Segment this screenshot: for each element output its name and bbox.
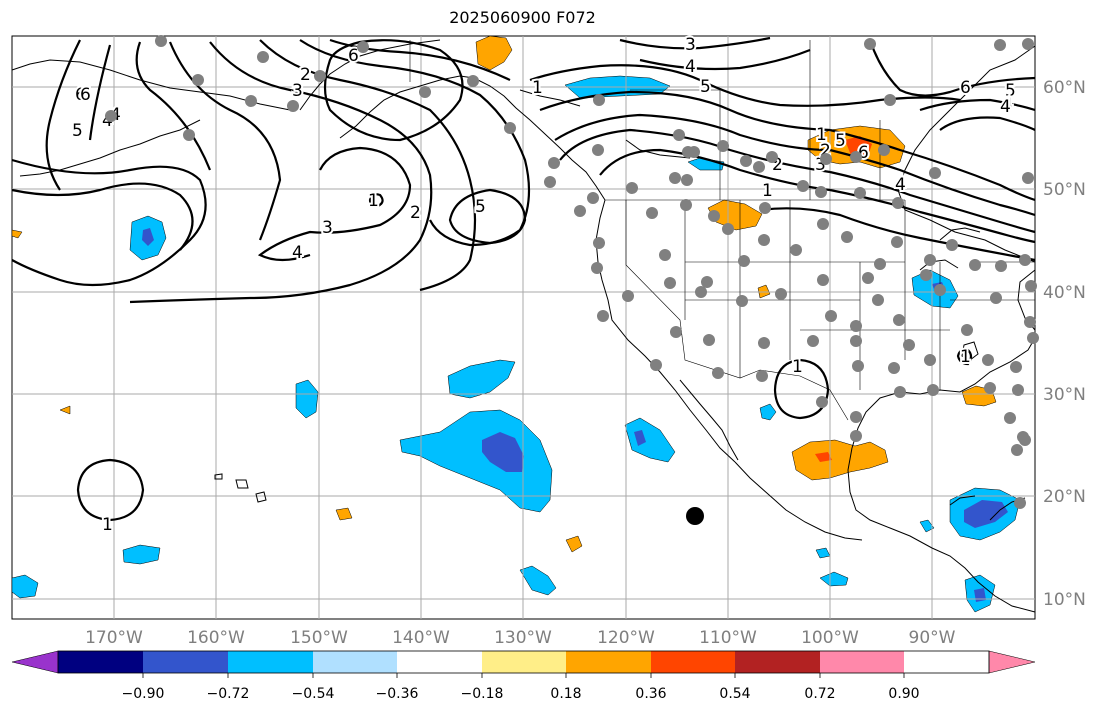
lon-label: 120°W xyxy=(597,628,655,648)
contour-label: 1 xyxy=(368,191,379,211)
contour-label: 5 xyxy=(835,131,846,151)
lon-label: 130°W xyxy=(494,628,552,648)
point-marker xyxy=(686,507,704,525)
lon-label: 100°W xyxy=(801,628,859,648)
colorbar-tick-label: 0.36 xyxy=(635,686,666,702)
contour-label: 5 xyxy=(72,121,83,141)
contour-label: 1 xyxy=(792,357,803,377)
colorbar-bin xyxy=(482,651,566,673)
colorbar-tick-label: 0.54 xyxy=(719,686,750,702)
colorbar-tick-label: −0.36 xyxy=(376,686,419,702)
colorbar-bin xyxy=(820,651,904,673)
colorbar-bin xyxy=(58,651,143,673)
colorbar-bin xyxy=(566,651,651,673)
graticule xyxy=(12,36,1035,619)
colorbar-tick-label: 0.72 xyxy=(804,686,835,702)
colorbar-bin xyxy=(735,651,820,673)
lat-label: 50°N xyxy=(1043,180,1086,200)
colorbar-extend-high xyxy=(988,650,1036,674)
strong-positive-shading xyxy=(815,136,872,462)
contour-label: 2 xyxy=(410,203,421,223)
lon-label: 140°W xyxy=(392,628,450,648)
lat-label: 40°N xyxy=(1043,283,1086,303)
contour-label: 1 xyxy=(816,125,827,145)
contour-labels: 6 5 4 3 2 1 6 5 4 3 2 1 5 4 3 2 1 6 5 4 … xyxy=(70,33,1018,537)
contour-label: 6 xyxy=(960,78,971,98)
contour-label: 4 xyxy=(1000,97,1011,117)
colorbar-bin xyxy=(143,651,228,673)
colorbar-tick-label: −0.18 xyxy=(461,686,504,702)
contour-label: 4 xyxy=(1002,95,1013,115)
contour-label: 5 xyxy=(475,197,486,217)
longitude-labels: 170°W 160°W 150°W 140°W 130°W 120°W 110°… xyxy=(85,628,956,648)
colorbar-bin xyxy=(651,651,735,673)
contour-label: 6 xyxy=(75,85,86,105)
colorbar-bin xyxy=(313,651,397,673)
colorbar-extend-low xyxy=(11,650,59,674)
island-shapes xyxy=(214,341,979,503)
contour-label: 5 xyxy=(1005,81,1016,101)
colorbar-tick-label: 0.18 xyxy=(550,686,581,702)
contour-label: 1 xyxy=(532,78,543,98)
colorbar: −0.90 −0.72 −0.54 −0.36 −0.18 0.18 0.36 … xyxy=(11,650,1036,702)
latitude-labels: 60°N 50°N 40°N 30°N 20°N 10°N xyxy=(1043,78,1086,610)
negative-shading xyxy=(11,75,1021,613)
colorbar-outline xyxy=(57,650,990,674)
lat-label: 10°N xyxy=(1043,590,1086,610)
map-title: 2025060900 F072 xyxy=(449,8,596,27)
contour-label: 3 xyxy=(292,81,303,101)
lon-label: 170°W xyxy=(85,628,143,648)
colorbar-tick-label: −0.54 xyxy=(292,686,335,702)
lon-label: 90°W xyxy=(909,628,956,648)
lat-label: 20°N xyxy=(1043,487,1086,507)
lat-label: 60°N xyxy=(1043,78,1086,98)
contour-label: 4 xyxy=(292,243,303,263)
colorbar-tick-label: −0.90 xyxy=(122,686,165,702)
colorbar-ticks xyxy=(142,673,905,678)
lon-label: 160°W xyxy=(187,628,245,648)
lon-label: 110°W xyxy=(699,628,757,648)
positive-shading xyxy=(11,35,997,553)
contour-label: 3 xyxy=(685,35,696,55)
contour-label: 4 xyxy=(895,175,906,195)
contour-label: 3 xyxy=(322,218,333,238)
contour-label: 4 xyxy=(685,57,696,77)
colorbar-tick-label: 0.90 xyxy=(888,686,919,702)
contour-label: 5 xyxy=(700,77,711,97)
height-contours xyxy=(11,36,1036,522)
contour-label: 6 xyxy=(80,85,91,105)
contour-label: 1 xyxy=(762,181,773,201)
contour-label: 6 xyxy=(348,46,359,66)
colorbar-bin xyxy=(228,651,313,673)
station-dots xyxy=(105,35,1039,509)
colorbar-bin xyxy=(904,651,989,673)
contour-label: 2 xyxy=(300,65,311,85)
lat-label: 30°N xyxy=(1043,385,1086,405)
contour-label: 1 xyxy=(102,515,113,535)
colorbar-tick-label: −0.72 xyxy=(207,686,250,702)
lon-label: 150°W xyxy=(290,628,348,648)
contour-label: 1 xyxy=(960,347,971,367)
colorbar-bin xyxy=(397,651,482,673)
